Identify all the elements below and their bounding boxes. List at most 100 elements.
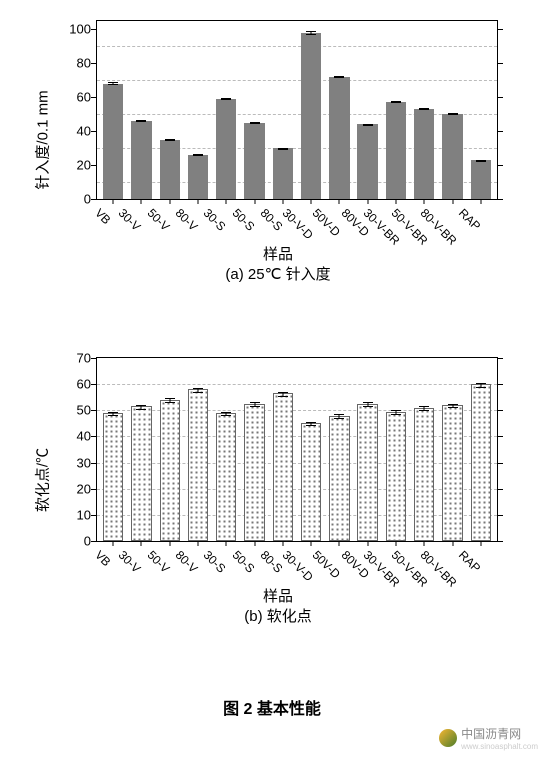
x-tick-mark: [113, 199, 114, 204]
bar: [471, 160, 491, 199]
x-tick-label: 30-V-D: [280, 203, 319, 242]
error-bar: [476, 383, 486, 388]
bar: [357, 404, 377, 541]
bar-wrap: RAP: [467, 358, 495, 541]
y-tick-mark: [497, 410, 503, 411]
x-tick-label: 30-V-D: [280, 545, 319, 584]
y-tick-mark: [497, 199, 503, 200]
error-bar: [250, 122, 260, 124]
x-tick-mark: [226, 199, 227, 204]
bar: [357, 124, 377, 199]
bar-wrap: 50-V-BR: [410, 21, 438, 199]
bar-wrap: 30-V-D: [297, 21, 325, 199]
x-tick-mark: [282, 199, 283, 204]
x-tick-mark: [113, 541, 114, 546]
x-tick-label: 50-S: [229, 545, 260, 576]
bar-wrap: 80-V-BR: [438, 358, 466, 541]
x-tick-mark: [424, 199, 425, 204]
watermark-sub: www.sinoasphalt.com: [461, 742, 538, 751]
figure-caption: 图 2 基本性能: [223, 695, 321, 719]
error-bar: [136, 120, 146, 122]
plot-area: 010203040506070VB30-V50-V80-V30-S50-S80-…: [96, 357, 498, 542]
y-tick-mark: [497, 97, 503, 98]
x-tick-mark: [395, 541, 396, 546]
bar-wrap: 80-V-BR: [438, 21, 466, 199]
y-tick-mark: [91, 541, 97, 542]
bar: [329, 77, 349, 199]
bar-wrap: 80-S: [269, 358, 297, 541]
y-tick-mark: [497, 436, 503, 437]
y-tick-mark: [497, 165, 503, 166]
bar-wrap: 80V-D: [354, 358, 382, 541]
bar-wrap: 80V-D: [354, 21, 382, 199]
error-bar: [448, 113, 458, 115]
bar: [131, 121, 151, 199]
bar-wrap: 80-S: [269, 21, 297, 199]
bar: [244, 404, 264, 541]
x-tick-mark: [311, 199, 312, 204]
x-tick-mark: [339, 541, 340, 546]
x-tick-mark: [395, 199, 396, 204]
x-tick-label: 80-V: [173, 203, 204, 234]
bar-wrap: VB: [99, 358, 127, 541]
x-tick-mark: [452, 541, 453, 546]
error-bar: [193, 388, 203, 393]
x-tick-mark: [339, 199, 340, 204]
bar-wrap: 50-V: [156, 21, 184, 199]
error-bar: [448, 404, 458, 409]
plot-area: 020406080100VB30-V50-V80-V30-S50-S80-S30…: [96, 20, 498, 200]
x-tick-label: 50V-D: [310, 545, 346, 581]
sub-caption: (a) 25℃ 针入度: [225, 263, 330, 284]
error-bar: [221, 98, 231, 100]
error-bar: [108, 412, 118, 416]
error-bar: [363, 402, 373, 407]
x-tick-label: VB: [92, 545, 116, 569]
bar-wrap: 30-S: [212, 21, 240, 199]
x-tick-mark: [452, 199, 453, 204]
error-bar: [419, 108, 429, 110]
x-tick-label: RAP: [456, 545, 486, 575]
bar-wrap: VB: [99, 21, 127, 199]
x-tick-mark: [282, 541, 283, 546]
x-tick-mark: [169, 199, 170, 204]
bar: [131, 406, 151, 541]
x-tick-mark: [141, 199, 142, 204]
bar-wrap: 30-S: [212, 358, 240, 541]
x-tick-label: 50-S: [229, 203, 260, 234]
y-tick-mark: [497, 63, 503, 64]
bar: [273, 393, 293, 541]
error-bar: [250, 402, 260, 407]
y-tick-mark: [497, 541, 503, 542]
y-tick-mark: [91, 199, 97, 200]
x-tick-mark: [480, 541, 481, 546]
x-tick-mark: [254, 541, 255, 546]
y-tick-mark: [497, 489, 503, 490]
bar-wrap: 80-V: [184, 21, 212, 199]
chart-penetration: 针入度/0.1 mm 020406080100VB30-V50-V80-V30-…: [48, 10, 508, 270]
bar-wrap: 50-V: [156, 358, 184, 541]
error-bar: [391, 410, 401, 414]
error-bar: [419, 406, 429, 411]
y-tick-mark: [497, 29, 503, 30]
bar: [216, 413, 236, 541]
error-bar: [363, 124, 373, 126]
x-tick-label: 80-V: [173, 545, 204, 576]
error-bar: [278, 392, 288, 397]
error-bar: [391, 101, 401, 103]
bar: [301, 423, 321, 541]
bar-wrap: 50V-D: [325, 21, 353, 199]
bar-wrap: 50V-D: [325, 358, 353, 541]
logo-icon: [439, 729, 457, 747]
x-tick-mark: [367, 541, 368, 546]
bar-wrap: 50-S: [240, 21, 268, 199]
x-tick-label: 50-V: [144, 203, 175, 234]
y-axis-label: 针入度/0.1 mm: [32, 90, 53, 189]
bar: [188, 155, 208, 199]
error-bar: [165, 139, 175, 141]
bar: [273, 148, 293, 199]
x-tick-mark: [367, 199, 368, 204]
bar: [103, 413, 123, 541]
bars-container: VB30-V50-V80-V30-S50-S80-S30-V-D50V-D80V…: [97, 21, 497, 199]
bars-container: VB30-V50-V80-V30-S50-S80-S30-V-D50V-D80V…: [97, 358, 497, 541]
error-bar: [306, 31, 316, 35]
